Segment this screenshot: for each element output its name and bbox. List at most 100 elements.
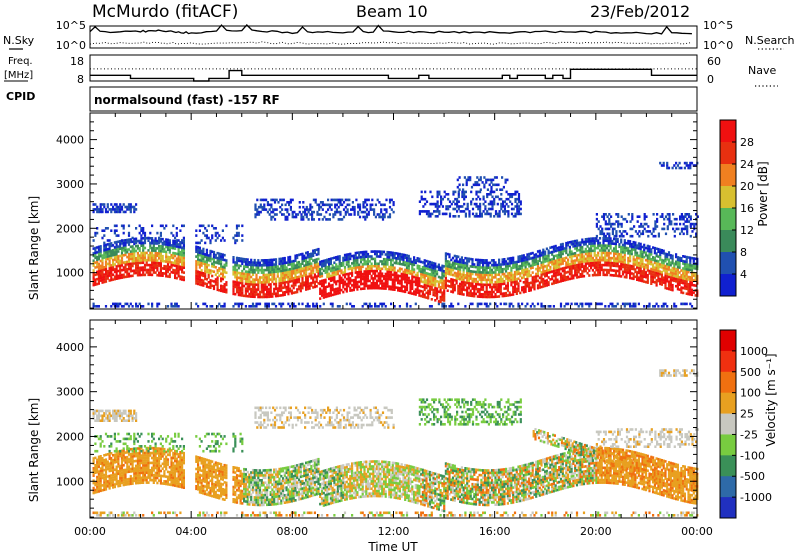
echo-cell (202, 252, 205, 256)
echo-cell (315, 253, 318, 256)
echo-cell (559, 277, 563, 281)
echo-cell (570, 252, 573, 256)
echo-cell (198, 253, 201, 257)
echo-cell (329, 267, 332, 270)
echo-cell (143, 251, 147, 255)
echo-cell (496, 273, 499, 276)
echo-cell (350, 213, 353, 216)
echo-cell (163, 250, 166, 253)
echo-cell (204, 227, 207, 230)
echo-cell (120, 251, 124, 255)
echo-cell (418, 289, 421, 292)
echo-cell (513, 290, 517, 293)
echo-cell (685, 302, 688, 306)
echo-cell (349, 267, 352, 270)
echo-cell (149, 241, 152, 245)
echo-cell (359, 282, 363, 286)
echo-cell (418, 265, 421, 268)
echo-cell (156, 264, 159, 267)
echo-cell (156, 273, 159, 277)
echo-cell (461, 205, 464, 208)
echo-cell (395, 259, 398, 263)
echo-cell (563, 276, 566, 280)
echo-cell (402, 256, 405, 259)
echo-cell (522, 288, 525, 291)
echo-cell (202, 262, 205, 265)
echo-cell (225, 288, 228, 292)
echo-cell (510, 283, 513, 287)
echo-cell (450, 280, 453, 284)
echo-cell (129, 257, 132, 261)
echo-cell (244, 270, 247, 273)
echo-cell (427, 282, 430, 285)
echo-cell (450, 263, 453, 267)
echo-cell (282, 293, 285, 297)
echo-cell (429, 215, 432, 218)
echo-cell (666, 305, 669, 308)
echo-cell (586, 259, 589, 263)
echo-cell (214, 256, 217, 259)
echo-cell (143, 246, 147, 250)
echo-cell (120, 264, 124, 267)
echo-cell (113, 270, 116, 274)
echo-cell (365, 282, 368, 285)
echo-cell (444, 279, 447, 282)
echo-cell (467, 281, 471, 285)
echo-cell (536, 286, 540, 290)
echo-cell (127, 248, 131, 251)
echo-cell (475, 212, 478, 216)
echo-cell (303, 274, 306, 277)
echo-cell (480, 266, 483, 269)
echo-cell (538, 257, 541, 260)
echo-cell (106, 255, 109, 258)
echo-cell (136, 273, 139, 277)
echo-cell (174, 264, 177, 267)
echo-cell (202, 302, 205, 306)
echo-cell (198, 273, 201, 276)
echo-cell (297, 265, 301, 269)
echo-cell (343, 273, 347, 276)
echo-cell (418, 291, 421, 295)
echo-cell (120, 205, 124, 209)
echo-cell (333, 273, 336, 277)
echo-cell (174, 276, 177, 280)
echo-cell (425, 271, 428, 275)
echo-cell (234, 273, 237, 276)
echo-cell (149, 254, 152, 257)
echo-cell (302, 205, 305, 209)
echo-cell (379, 267, 382, 270)
echo-cell (131, 252, 134, 256)
echo-cell (503, 205, 506, 208)
echo-cell (182, 278, 185, 282)
echo-cell (333, 288, 336, 291)
echo-cell (496, 305, 499, 308)
echo-cell (514, 200, 517, 203)
echo-cell (136, 244, 139, 248)
echo-cell (388, 268, 391, 271)
echo-cell (609, 237, 612, 240)
echo-cell (354, 281, 357, 284)
echo-cell (498, 270, 501, 274)
echo-cell (283, 276, 286, 279)
echo-cell (623, 261, 626, 264)
echo-cell (438, 205, 441, 208)
echo-cell (99, 274, 102, 277)
echo-cell (237, 291, 240, 294)
echo-cell (181, 263, 184, 267)
echo-cell (369, 205, 372, 209)
echo-cell (207, 224, 210, 228)
echo-cell (234, 302, 237, 306)
echo-cell (273, 275, 276, 279)
echo-cell (322, 286, 325, 289)
echo-cell (175, 227, 178, 230)
echo-cell (552, 274, 555, 278)
echo-cell (411, 267, 414, 271)
echo-cell (202, 250, 205, 253)
echo-cell (315, 302, 318, 306)
echo-cell (294, 264, 297, 267)
echo-cell (96, 255, 99, 259)
echo-cell (482, 195, 485, 199)
echo-cell (138, 266, 141, 270)
echo-cell (175, 264, 178, 268)
echo-cell (425, 286, 428, 290)
